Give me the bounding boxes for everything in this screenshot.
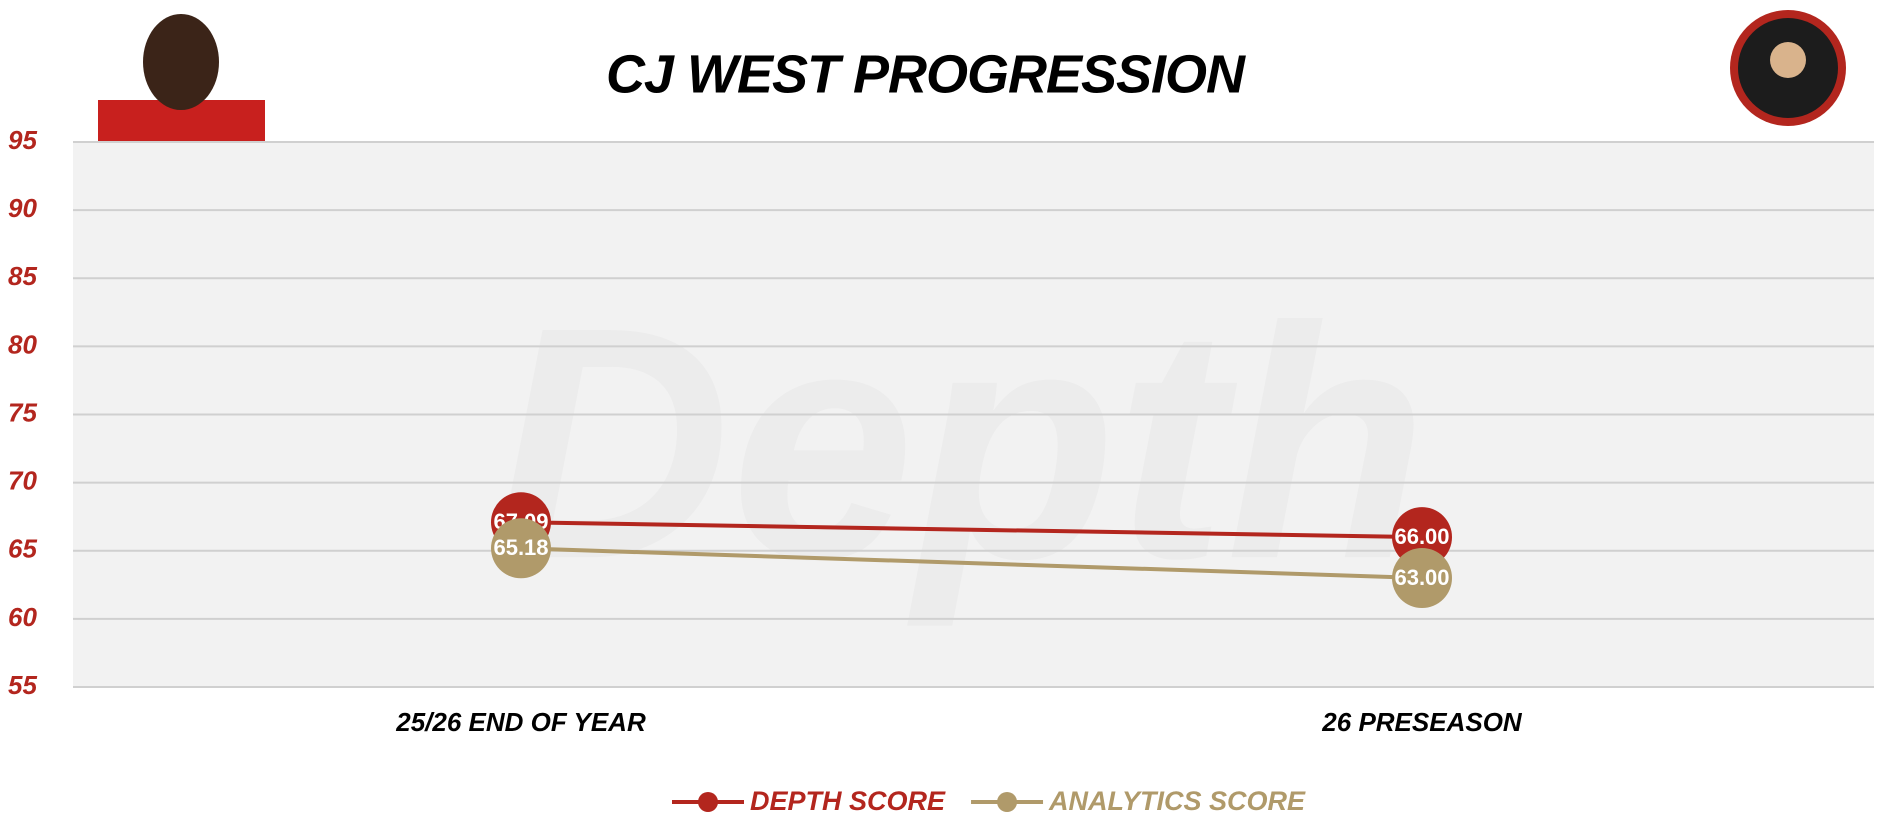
x-tick-label: 25/26 END OF YEAR bbox=[395, 707, 646, 737]
data-point bbox=[491, 518, 551, 579]
player-photo bbox=[98, 14, 265, 142]
data-point bbox=[1392, 548, 1452, 608]
series-line bbox=[520, 546, 1423, 580]
legend-marker bbox=[698, 792, 718, 812]
chart-title: CJ WEST PROGRESSION bbox=[606, 44, 1246, 104]
legend-marker bbox=[997, 792, 1018, 812]
legend-label: ANALYTICS SCORE bbox=[1048, 786, 1306, 816]
y-tick-label: 75 bbox=[8, 397, 37, 427]
legend-label: DEPTH SCORE bbox=[750, 786, 946, 816]
y-tick-label: 55 bbox=[8, 670, 37, 700]
data-label: 63.00 bbox=[1394, 565, 1449, 590]
y-tick-label: 80 bbox=[8, 329, 37, 359]
y-tick-label: 85 bbox=[8, 261, 37, 291]
data-label: 65.18 bbox=[493, 535, 548, 560]
y-tick-label: 90 bbox=[8, 193, 37, 223]
team-logo bbox=[1730, 10, 1846, 126]
y-tick-label: 70 bbox=[8, 466, 37, 496]
y-tick-label: 60 bbox=[8, 602, 37, 632]
data-label: 66.00 bbox=[1394, 524, 1449, 549]
x-tick-label: 26 PRESEASON bbox=[1321, 707, 1523, 737]
y-tick-label: 95 bbox=[8, 125, 37, 155]
y-tick-label: 65 bbox=[8, 534, 37, 564]
watermark: Depth bbox=[493, 258, 1428, 629]
series-line bbox=[520, 520, 1423, 540]
